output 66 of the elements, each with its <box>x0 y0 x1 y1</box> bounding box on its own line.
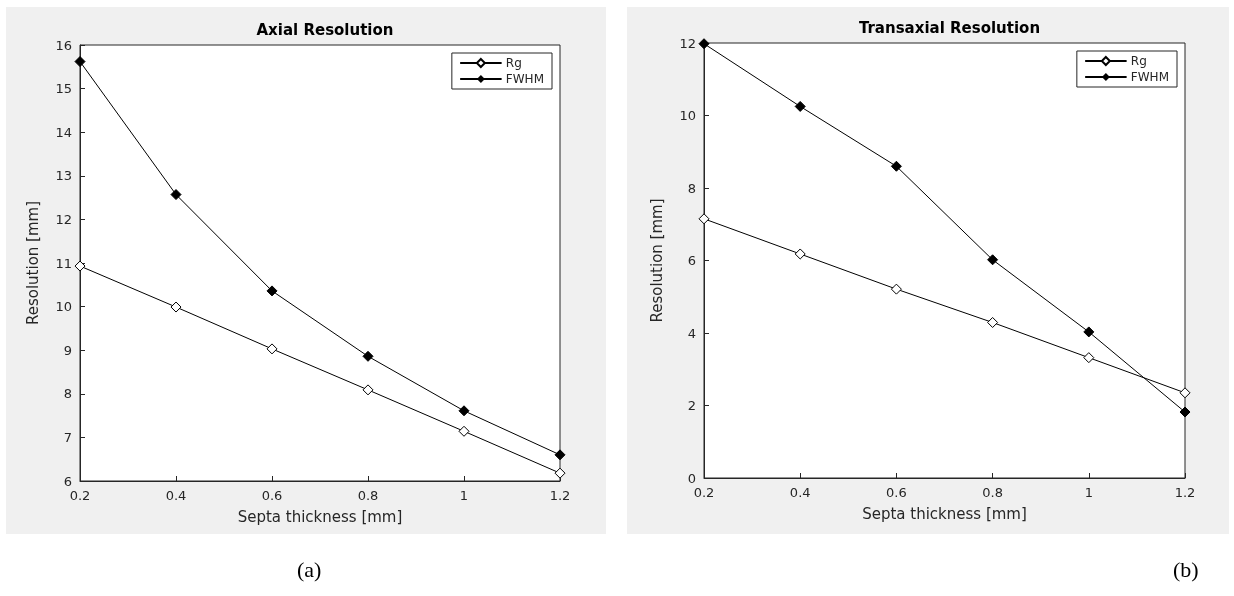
x-tick-label: 0.6 <box>886 485 907 500</box>
y-tick-label: 8 <box>63 386 72 402</box>
y-tick-label: 10 <box>679 108 696 123</box>
x-tick-label: 0.4 <box>165 488 187 503</box>
x-tick-label: 0.2 <box>69 488 91 503</box>
point <box>362 384 374 396</box>
x-tick-label: 0.8 <box>982 485 1003 500</box>
point <box>794 100 806 112</box>
x-tick-label: 1 <box>459 488 469 503</box>
point <box>266 285 278 297</box>
legend-label: Rg <box>505 56 522 70</box>
y-tick-label: 4 <box>687 325 696 341</box>
x-tick-label: 0.6 <box>261 488 283 503</box>
x-tick-label: 1.2 <box>549 488 571 503</box>
point <box>698 38 710 50</box>
y-tick-label: 13 <box>55 168 72 184</box>
chart-title: Axial Resolution <box>256 20 394 39</box>
point <box>458 405 470 417</box>
y-tick-label: 15 <box>55 81 72 97</box>
chart-title: Transaxial Resolution <box>858 18 1041 37</box>
point <box>987 316 999 328</box>
y-tick-label: 11 <box>55 255 72 271</box>
y-tick-label: 10 <box>55 299 72 315</box>
point <box>266 343 278 355</box>
text: (a) <box>297 556 322 582</box>
point <box>987 254 999 266</box>
y-tick-label: 7 <box>63 429 72 445</box>
x-axis-title: Septa thickness [mm] <box>862 504 1027 523</box>
legend-label: Rg <box>1130 54 1147 68</box>
point <box>170 301 182 313</box>
point <box>1083 326 1095 338</box>
point <box>74 56 86 68</box>
point <box>74 260 86 272</box>
point <box>554 467 566 479</box>
y-tick-label: 12 <box>55 211 72 227</box>
point <box>1083 352 1095 364</box>
point <box>794 248 806 260</box>
x-tick-label: 0.2 <box>693 485 715 500</box>
y-tick-label: 9 <box>63 342 72 358</box>
x-tick-label: 1 <box>1084 485 1093 500</box>
text: (b) <box>1173 556 1199 582</box>
y-tick-label: 0 <box>687 470 696 486</box>
point <box>170 189 182 201</box>
point <box>890 283 902 295</box>
y-tick-label: 8 <box>687 180 696 196</box>
y-tick-label: 12 <box>679 35 696 51</box>
y-tick-label: 6 <box>63 473 72 489</box>
y-tick-label: 2 <box>687 398 696 413</box>
point <box>1179 387 1191 399</box>
point <box>698 213 710 225</box>
y-axis-title: Resolution [mm] <box>647 198 666 323</box>
x-tick-label: 0.8 <box>357 488 379 503</box>
x-axis-title: Septa thickness [mm] <box>237 507 403 526</box>
legend-label: FWHM <box>1130 70 1170 84</box>
point <box>554 449 566 461</box>
point <box>458 425 470 437</box>
y-tick-label: 6 <box>687 253 696 268</box>
y-tick-label: 14 <box>55 124 72 140</box>
legend-label: FWHM <box>505 72 545 86</box>
x-tick-label: 0.4 <box>789 485 811 500</box>
point <box>362 350 374 362</box>
y-axis-title: Resolution [mm] <box>23 200 42 326</box>
x-tick-label: 1.2 <box>1174 485 1196 500</box>
point <box>1179 406 1191 418</box>
y-tick-label: 16 <box>55 37 72 53</box>
point <box>890 160 902 172</box>
